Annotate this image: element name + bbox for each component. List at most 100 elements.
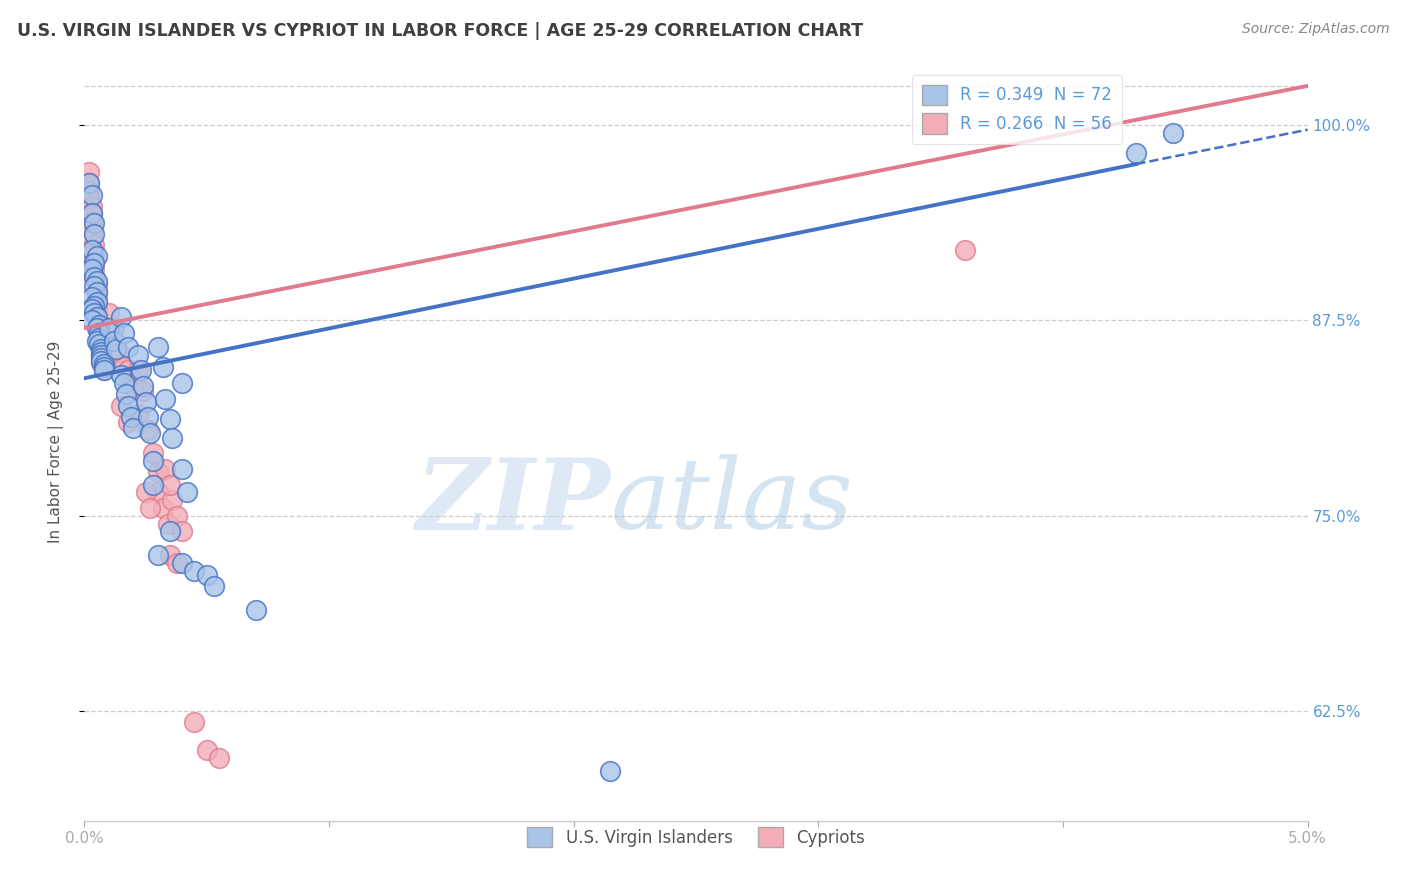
- Point: [142, 454, 165, 468]
- Point: [105, 342, 128, 356]
- Point: [162, 431, 184, 445]
- Point: [1161, 126, 1184, 140]
- Point: [153, 462, 176, 476]
- Point: [77, 176, 100, 190]
- Point: [80, 290, 103, 304]
- Point: [132, 384, 155, 398]
- Point: [90, 354, 112, 368]
- Point: [166, 508, 188, 523]
- Point: [77, 184, 100, 198]
- Point: [122, 421, 145, 435]
- Point: [112, 376, 135, 390]
- Point: [117, 400, 139, 414]
- Point: [172, 376, 194, 390]
- Point: [83, 238, 105, 252]
- Point: [83, 305, 105, 319]
- Point: [90, 348, 112, 362]
- Point: [83, 246, 105, 260]
- Point: [117, 415, 139, 429]
- Point: [83, 254, 105, 268]
- Point: [87, 324, 110, 338]
- Point: [136, 423, 159, 437]
- Point: [202, 579, 225, 593]
- Point: [77, 176, 100, 190]
- Point: [80, 223, 103, 237]
- Legend: U.S. Virgin Islanders, Cypriots: U.S. Virgin Islanders, Cypriots: [520, 821, 872, 854]
- Point: [93, 363, 115, 377]
- Point: [83, 279, 105, 293]
- Point: [159, 524, 181, 539]
- Point: [83, 269, 105, 284]
- Point: [87, 318, 110, 332]
- Point: [146, 465, 169, 479]
- Point: [245, 602, 267, 616]
- Point: [136, 410, 159, 425]
- Point: [80, 313, 103, 327]
- Point: [87, 336, 110, 351]
- Point: [156, 516, 179, 531]
- Point: [195, 568, 218, 582]
- Point: [97, 305, 120, 319]
- Point: [80, 207, 103, 221]
- Point: [162, 493, 184, 508]
- Point: [135, 485, 157, 500]
- Point: [135, 394, 157, 409]
- Point: [80, 230, 103, 244]
- Point: [80, 243, 103, 257]
- Point: [86, 294, 108, 309]
- Point: [86, 249, 108, 263]
- Point: [599, 764, 621, 778]
- Point: [142, 446, 165, 460]
- Point: [90, 344, 112, 359]
- Point: [115, 387, 138, 401]
- Point: [90, 348, 112, 362]
- Point: [90, 355, 112, 369]
- Point: [80, 205, 103, 219]
- Point: [90, 342, 112, 356]
- Point: [80, 188, 103, 202]
- Point: [172, 524, 194, 539]
- Point: [86, 285, 108, 300]
- Point: [139, 425, 162, 440]
- Point: [208, 751, 231, 765]
- Point: [110, 310, 132, 325]
- Point: [90, 340, 112, 354]
- Text: ZIP: ZIP: [415, 454, 610, 550]
- Point: [127, 407, 149, 421]
- Point: [112, 326, 135, 340]
- Point: [77, 191, 100, 205]
- Point: [103, 321, 125, 335]
- Point: [83, 255, 105, 269]
- Point: [142, 477, 165, 491]
- Point: [86, 301, 108, 315]
- Point: [129, 363, 152, 377]
- Point: [152, 360, 174, 375]
- Point: [107, 344, 129, 359]
- Point: [159, 412, 181, 426]
- Point: [146, 485, 169, 500]
- Point: [87, 332, 110, 346]
- Point: [90, 351, 112, 365]
- Point: [83, 269, 105, 284]
- Point: [117, 363, 139, 377]
- Point: [86, 309, 108, 323]
- Point: [86, 285, 108, 300]
- Point: [110, 400, 132, 414]
- Point: [83, 227, 105, 242]
- Text: Source: ZipAtlas.com: Source: ZipAtlas.com: [1241, 22, 1389, 37]
- Point: [103, 334, 125, 348]
- Point: [97, 321, 120, 335]
- Point: [83, 217, 105, 231]
- Point: [86, 310, 108, 325]
- Point: [86, 321, 108, 335]
- Point: [1125, 146, 1147, 161]
- Point: [87, 326, 110, 340]
- Point: [159, 477, 181, 491]
- Point: [152, 500, 174, 515]
- Point: [127, 348, 149, 362]
- Point: [87, 317, 110, 331]
- Point: [80, 261, 103, 276]
- Point: [122, 379, 145, 393]
- Point: [83, 299, 105, 313]
- Point: [86, 277, 108, 292]
